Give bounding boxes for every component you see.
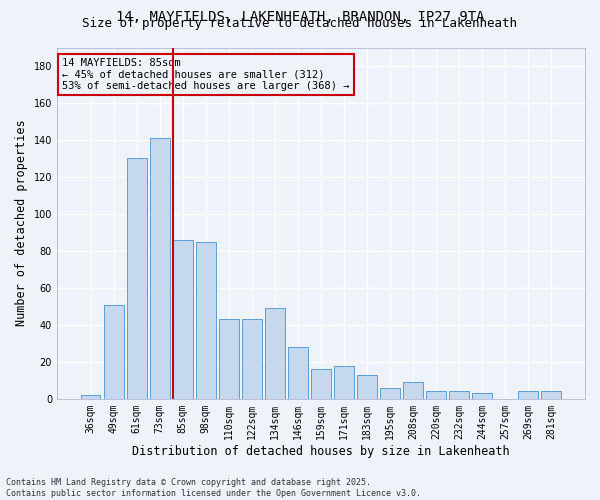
Bar <box>219 320 239 399</box>
Bar <box>541 392 561 399</box>
Bar <box>334 366 354 399</box>
Bar <box>288 347 308 399</box>
Bar <box>196 242 215 399</box>
Bar <box>472 394 492 399</box>
Bar <box>173 240 193 399</box>
Bar <box>127 158 146 399</box>
Bar <box>403 382 423 399</box>
Bar <box>380 388 400 399</box>
Bar <box>357 375 377 399</box>
Y-axis label: Number of detached properties: Number of detached properties <box>15 120 28 326</box>
Bar <box>104 304 124 399</box>
Text: Size of property relative to detached houses in Lakenheath: Size of property relative to detached ho… <box>83 18 517 30</box>
Bar <box>449 392 469 399</box>
Bar <box>518 392 538 399</box>
Bar <box>81 395 100 399</box>
X-axis label: Distribution of detached houses by size in Lakenheath: Distribution of detached houses by size … <box>132 444 510 458</box>
Bar <box>426 392 446 399</box>
Text: 14, MAYFIELDS, LAKENHEATH, BRANDON, IP27 9TA: 14, MAYFIELDS, LAKENHEATH, BRANDON, IP27… <box>116 10 484 24</box>
Text: Contains HM Land Registry data © Crown copyright and database right 2025.
Contai: Contains HM Land Registry data © Crown c… <box>6 478 421 498</box>
Bar <box>150 138 170 399</box>
Text: 14 MAYFIELDS: 85sqm
← 45% of detached houses are smaller (312)
53% of semi-detac: 14 MAYFIELDS: 85sqm ← 45% of detached ho… <box>62 58 350 91</box>
Bar <box>265 308 284 399</box>
Bar <box>242 320 262 399</box>
Bar <box>311 369 331 399</box>
